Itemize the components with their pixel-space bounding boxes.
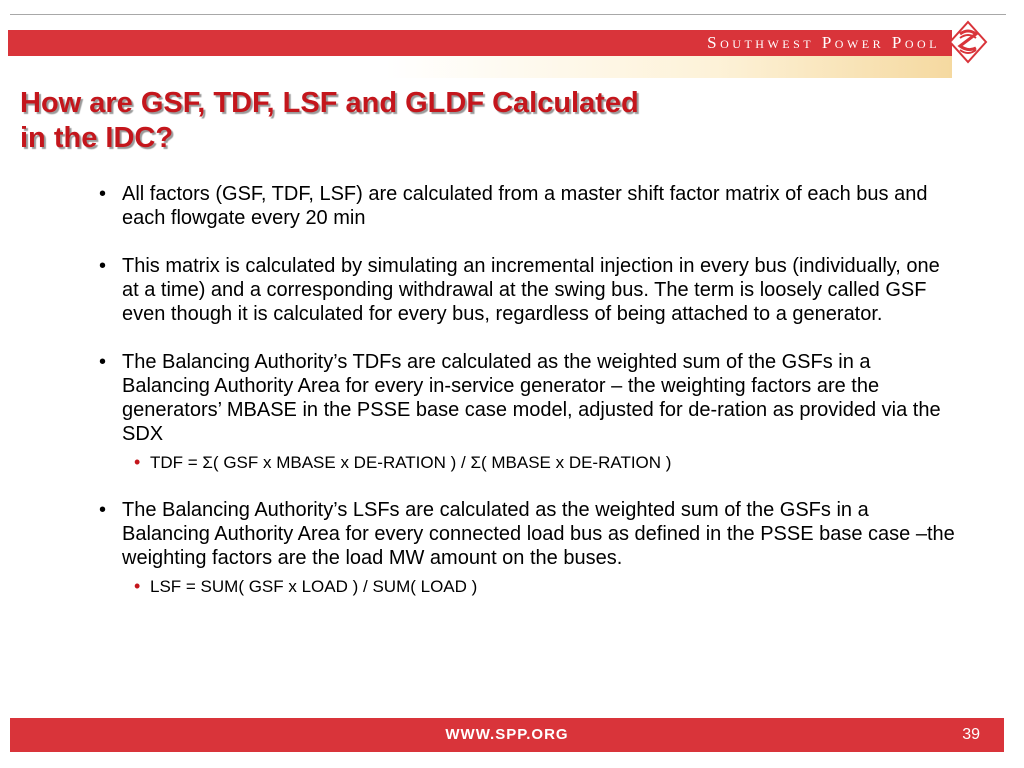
bullet-item-3: • The Balancing Authority’s TDFs are cal…	[96, 350, 956, 474]
bullet-marker: •	[99, 499, 107, 521]
bullet-text: All factors (GSF, TDF, LSF) are calculat…	[122, 183, 928, 229]
header-band	[8, 30, 952, 56]
footer-band: WWW.SPP.ORG 39	[10, 718, 1004, 752]
sub-bullet-text: TDF = Σ( GSF x MBASE x DE-RATION ) / Σ( …	[150, 453, 672, 472]
top-divider	[10, 14, 1006, 15]
bullet-item-1: • All factors (GSF, TDF, LSF) are calcul…	[96, 182, 956, 230]
header-gradient	[8, 56, 952, 78]
lsf-formula: • LSF = SUM( GSF x LOAD ) / SUM( LOAD )	[134, 576, 956, 598]
sub-bullet-marker: •	[134, 576, 141, 596]
sub-bullet-text: LSF = SUM( GSF x LOAD ) / SUM( LOAD )	[150, 577, 478, 596]
bullet-text: The Balancing Authority’s LSFs are calcu…	[122, 499, 955, 569]
sub-bullet-list: • LSF = SUM( GSF x LOAD ) / SUM( LOAD )	[122, 576, 956, 598]
bullet-item-4: • The Balancing Authority’s LSFs are cal…	[96, 498, 956, 598]
bullet-item-2: • This matrix is calculated by simulatin…	[96, 254, 956, 326]
bullet-text: This matrix is calculated by simulating …	[122, 255, 940, 325]
bullet-marker: •	[99, 351, 107, 373]
footer-url: WWW.SPP.ORG	[445, 726, 569, 743]
sub-bullet-marker: •	[134, 452, 141, 472]
brand-name: Southwest Power Pool	[707, 33, 940, 52]
bullet-marker: •	[99, 255, 107, 277]
bullet-marker: •	[99, 183, 107, 205]
sub-bullet-list: • TDF = Σ( GSF x MBASE x DE-RATION ) / Σ…	[122, 452, 956, 474]
tdf-formula: • TDF = Σ( GSF x MBASE x DE-RATION ) / Σ…	[134, 452, 956, 474]
slide-title-line-2: in the IDC?	[20, 122, 174, 154]
bullet-text: The Balancing Authority’s TDFs are calcu…	[122, 351, 941, 445]
slide-title: How are GSF, TDF, LSF and GLDF Calculate…	[20, 86, 900, 156]
bullet-list: • All factors (GSF, TDF, LSF) are calcul…	[96, 182, 956, 622]
page-number: 39	[962, 726, 980, 743]
slide-title-line-1: How are GSF, TDF, LSF and GLDF Calculate…	[20, 87, 639, 119]
spp-emblem-icon	[948, 20, 988, 64]
